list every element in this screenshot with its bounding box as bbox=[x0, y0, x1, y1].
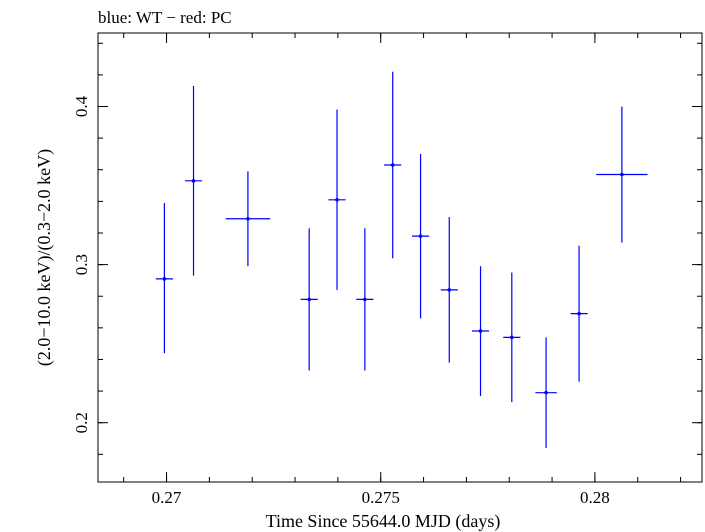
x-tick-label: 0.27 bbox=[152, 488, 182, 507]
data-point bbox=[225, 171, 271, 267]
data-marker bbox=[510, 335, 514, 340]
data-point bbox=[535, 337, 557, 449]
data-marker bbox=[577, 311, 581, 316]
data-point bbox=[155, 202, 173, 354]
data-point bbox=[440, 217, 458, 363]
data-points bbox=[155, 71, 648, 449]
data-marker bbox=[390, 163, 395, 167]
data-point bbox=[596, 106, 648, 243]
data-point bbox=[411, 153, 430, 319]
y-axis-label: (2.0−10.0 keV)/(0.3−2.0 keV) bbox=[34, 149, 55, 366]
data-point bbox=[300, 228, 318, 371]
data-marker bbox=[418, 234, 423, 238]
data-marker bbox=[447, 288, 452, 292]
plot-frame bbox=[97, 32, 703, 483]
data-point bbox=[471, 266, 490, 396]
data-marker bbox=[162, 277, 167, 281]
data-point bbox=[184, 85, 203, 276]
data-point bbox=[570, 245, 588, 382]
x-axis-label: Time Since 55644.0 MJD (days) bbox=[266, 511, 501, 532]
data-marker bbox=[544, 390, 548, 395]
data-point bbox=[356, 228, 374, 371]
y-tick-label: 0.2 bbox=[72, 412, 91, 433]
data-marker bbox=[191, 179, 196, 183]
data-marker bbox=[335, 197, 339, 202]
axis-ticks bbox=[98, 33, 702, 482]
data-marker bbox=[478, 329, 483, 333]
data-point bbox=[503, 272, 521, 403]
tick-labels: 0.27 0.275 0.28 0.2 0.3 0.4 bbox=[72, 95, 610, 507]
data-marker bbox=[363, 297, 367, 302]
y-tick-label: 0.4 bbox=[72, 95, 91, 117]
data-point bbox=[384, 71, 402, 259]
y-tick-label: 0.3 bbox=[72, 254, 91, 275]
data-marker bbox=[620, 172, 624, 177]
x-tick-label: 0.275 bbox=[362, 488, 400, 507]
data-point bbox=[328, 109, 346, 290]
chart-title: blue: WT − red: PC bbox=[98, 8, 232, 27]
data-marker bbox=[246, 216, 250, 221]
data-marker bbox=[307, 297, 311, 302]
x-tick-label: 0.28 bbox=[580, 488, 610, 507]
